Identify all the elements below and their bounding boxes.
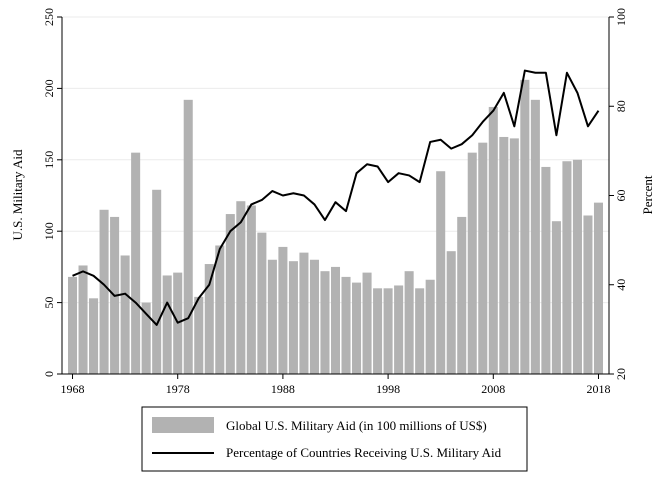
bar (341, 276, 351, 374)
axes: 0 50 100 150 200 250 20 40 60 80 100 1968 1978 1988 19… (42, 8, 628, 396)
bar (236, 201, 246, 374)
y-tick-label: 0 (42, 371, 56, 377)
bar (467, 152, 477, 374)
y-tick-label: 250 (42, 8, 56, 26)
bar (131, 152, 141, 374)
bar (583, 215, 593, 374)
x-tick-label: 1978 (166, 382, 190, 396)
x-tick-label: 2008 (481, 382, 505, 396)
bar (89, 298, 99, 374)
bar (278, 246, 288, 374)
bar (551, 221, 561, 374)
legend-box (141, 406, 528, 472)
x-tick-label: 1998 (376, 382, 400, 396)
bar (215, 245, 225, 374)
bar (152, 189, 162, 374)
bar (499, 136, 509, 374)
bar (457, 216, 467, 374)
bar (593, 202, 604, 374)
x-tick-label: 2018 (586, 382, 610, 396)
bar (246, 205, 256, 374)
bar (436, 171, 446, 374)
bar (320, 271, 330, 374)
bar (394, 285, 404, 374)
bar (309, 259, 319, 374)
bar (267, 259, 277, 374)
bar (257, 232, 267, 374)
bar (373, 288, 383, 374)
bar (352, 282, 362, 374)
x-tick-label: 1968 (61, 382, 85, 396)
legend-label-line: Percentage of Countries Receiving U.S. M… (226, 445, 502, 460)
bar (288, 261, 298, 374)
bar (78, 265, 88, 374)
bar (330, 266, 341, 374)
bar (446, 251, 456, 374)
legend-swatch-bar (152, 417, 214, 433)
bar (383, 288, 393, 374)
y2-tick-label: 60 (614, 190, 628, 202)
y2-tick-label: 40 (614, 279, 628, 291)
bar (425, 279, 435, 374)
y2-axis-title: Percent (640, 175, 655, 214)
bar (204, 264, 214, 374)
bar (415, 288, 425, 374)
bar (404, 271, 414, 374)
bar (99, 209, 109, 374)
y-tick-label: 50 (42, 297, 56, 309)
bar (530, 99, 540, 374)
x-tick-label: 1988 (271, 382, 295, 396)
bar (520, 79, 530, 374)
bar (299, 252, 309, 374)
bar (541, 166, 551, 374)
y2-tick-label: 20 (614, 368, 628, 380)
bar (194, 296, 204, 374)
bar (478, 142, 488, 374)
bar (572, 159, 582, 374)
bar (509, 138, 519, 374)
bar (67, 276, 78, 374)
y-axis-title: U.S. Military Aid (10, 149, 25, 241)
bar (141, 302, 151, 374)
y-tick-label: 200 (42, 79, 56, 97)
bar (162, 275, 172, 374)
y-tick-label: 150 (42, 151, 56, 169)
line-series (72, 69, 600, 326)
bar (362, 272, 372, 374)
y2-tick-label: 80 (614, 100, 628, 112)
bar (488, 106, 498, 375)
bar (120, 255, 130, 374)
bar (183, 99, 193, 374)
y-tick-label: 100 (42, 222, 56, 240)
legend: Global U.S. Military Aid (in 100 million… (141, 406, 528, 472)
bar (562, 161, 572, 374)
bar (225, 214, 235, 374)
series-line (72, 69, 600, 326)
legend-label-bar: Global U.S. Military Aid (in 100 million… (226, 418, 487, 433)
y2-tick-label: 100 (614, 8, 628, 26)
